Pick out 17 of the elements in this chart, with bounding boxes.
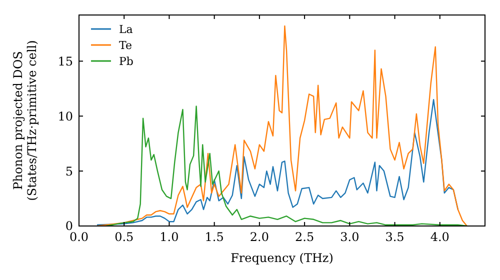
- y-tick-label: 15: [58, 54, 73, 68]
- x-tick-label: 3.0: [340, 230, 360, 244]
- x-tick-label: 2.5: [295, 230, 314, 244]
- y-tick-label: 10: [58, 109, 73, 124]
- x-tick-label: 0.5: [114, 230, 134, 244]
- y-axis-title: Phonon projected DOS (States/THz·primitive cell): [10, 40, 40, 201]
- x-axis-title: Frequency (THz): [230, 251, 334, 265]
- x-tick-label: 2.0: [250, 230, 269, 244]
- legend-label: La: [119, 22, 134, 36]
- x-tick-label: 1.0: [160, 230, 179, 244]
- x-tick-label: 4.0: [430, 230, 450, 244]
- x-tick-label: 1.5: [204, 230, 224, 244]
- legend-label: Pb: [119, 54, 134, 68]
- legend-label: Te: [119, 38, 132, 52]
- x-tick-label: 3.5: [385, 230, 404, 244]
- y-tick-label: 5: [65, 164, 73, 178]
- line-series: [96, 25, 468, 226]
